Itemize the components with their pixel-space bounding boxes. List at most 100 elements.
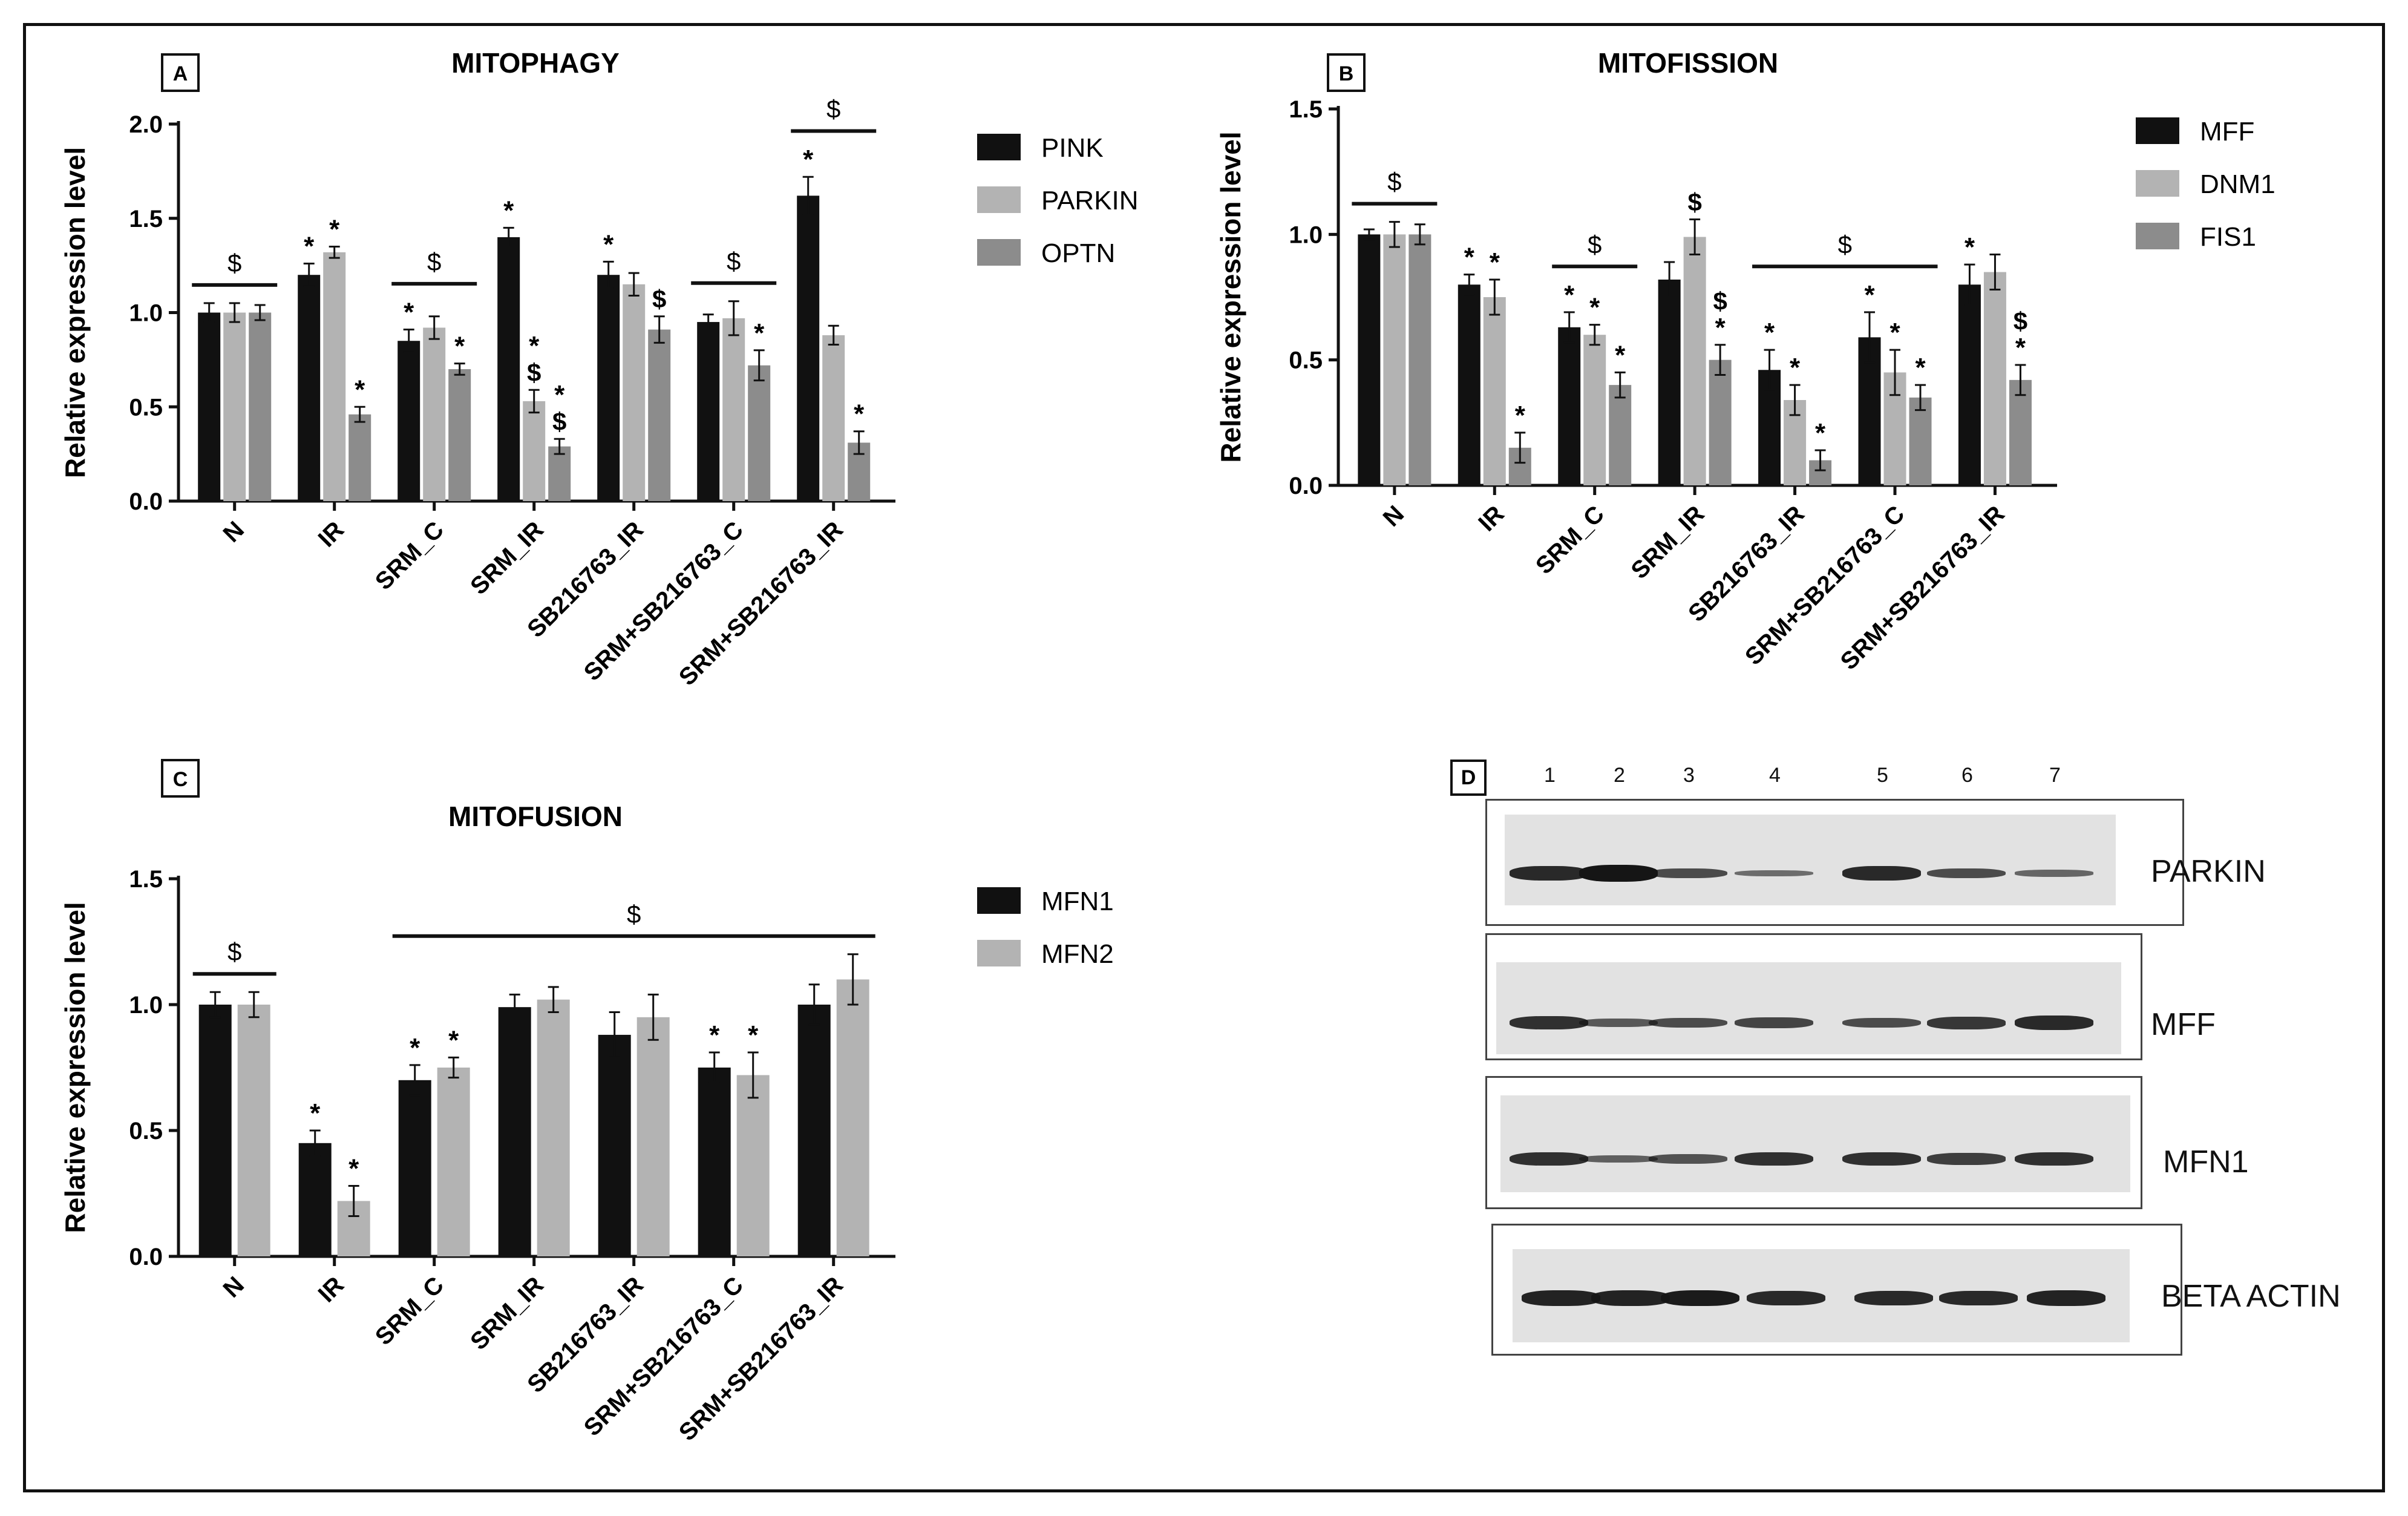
y-tick-label: 1.5 bbox=[129, 866, 163, 893]
significance-star: * bbox=[348, 1154, 359, 1184]
chart-title: MITOFISSION bbox=[1598, 47, 1778, 79]
significance-label: $ bbox=[1387, 168, 1401, 196]
x-tick-label: SRM_IR bbox=[1626, 500, 1710, 584]
y-tick-label: 0.5 bbox=[1289, 347, 1323, 374]
bar-mff-2 bbox=[1558, 327, 1581, 485]
significance-star: * bbox=[1915, 353, 1926, 382]
legend-swatch-fis1 bbox=[2136, 223, 2179, 249]
blot-band bbox=[1661, 1290, 1739, 1307]
significance-label: $ bbox=[1838, 230, 1852, 258]
bar-optn-0 bbox=[249, 312, 272, 501]
significance-star: * bbox=[1715, 313, 1726, 343]
significance-dollar: $ bbox=[2014, 307, 2027, 335]
significance-star: * bbox=[754, 318, 765, 348]
bar-fis1-6 bbox=[2009, 379, 2032, 485]
blot-band bbox=[1927, 1016, 2006, 1029]
significance-star: * bbox=[709, 1020, 720, 1050]
blot-band bbox=[1842, 1017, 1921, 1028]
significance-star: * bbox=[603, 229, 614, 259]
significance-label: $ bbox=[1588, 230, 1602, 258]
bar-dnm1-2 bbox=[1583, 335, 1606, 485]
significance-label: $ bbox=[227, 249, 241, 277]
significance-star: * bbox=[355, 375, 365, 404]
significance-star: * bbox=[410, 1033, 420, 1063]
bar-parkin-6 bbox=[822, 335, 845, 501]
significance-star: * bbox=[748, 1020, 759, 1050]
bar-pink-5 bbox=[697, 322, 720, 501]
bar-parkin-4 bbox=[623, 284, 646, 501]
blot-label: MFN1 bbox=[2163, 1144, 2249, 1180]
x-tick-label: N bbox=[218, 1272, 250, 1303]
significance-star: * bbox=[1864, 280, 1875, 310]
blot-band bbox=[1939, 1291, 2018, 1305]
blot-band bbox=[1842, 1152, 1921, 1166]
legend-label-mfn2: MFN2 bbox=[1041, 939, 1114, 969]
significance-star: * bbox=[1464, 243, 1475, 272]
blot-band bbox=[2015, 870, 2093, 877]
chart-title: MITOFUSION bbox=[448, 801, 623, 832]
significance-dollar: $ bbox=[652, 285, 666, 313]
significance-star: * bbox=[310, 1098, 321, 1128]
blot-band bbox=[1854, 1291, 1933, 1305]
blot-band bbox=[1649, 1154, 1727, 1164]
bar-pink-3 bbox=[497, 237, 520, 501]
significance-star: * bbox=[329, 214, 340, 244]
bar-mfn2-5 bbox=[736, 1075, 770, 1256]
significance-star: * bbox=[1589, 293, 1600, 323]
y-axis-label: Relative expression level bbox=[59, 902, 91, 1233]
bar-mff-0 bbox=[1358, 234, 1381, 485]
x-tick-label: SRM_IR bbox=[465, 1272, 549, 1355]
y-tick-label: 0.0 bbox=[129, 488, 163, 515]
legend-label-fis1: FIS1 bbox=[2200, 222, 2256, 252]
blot-band bbox=[1510, 866, 1588, 881]
y-tick-label: 0.0 bbox=[1289, 473, 1323, 499]
bar-optn-1 bbox=[348, 414, 371, 501]
x-tick-label: SRM+SB216763_IR bbox=[674, 516, 848, 691]
significance-star: * bbox=[854, 399, 865, 429]
blot-band bbox=[1522, 1290, 1600, 1306]
blot-band bbox=[1579, 1019, 1658, 1027]
significance-star: * bbox=[1515, 401, 1526, 430]
blot-band bbox=[1649, 1017, 1727, 1028]
significance-star: * bbox=[503, 195, 514, 225]
significance-star: * bbox=[304, 232, 315, 261]
blot-label: PARKIN bbox=[2151, 854, 2266, 889]
x-tick-label: SRM+SB216763_IR bbox=[674, 1272, 848, 1446]
blot-band bbox=[1735, 1017, 1813, 1029]
bar-pink-6 bbox=[797, 195, 820, 501]
x-tick-label: N bbox=[1378, 500, 1410, 532]
panel-label-box bbox=[1327, 53, 1366, 92]
significance-star: * bbox=[1965, 232, 1975, 262]
y-tick-label: 1.0 bbox=[129, 992, 163, 1019]
y-tick-label: 1.0 bbox=[129, 300, 163, 327]
blot-band bbox=[2027, 1290, 2105, 1306]
panel-label-box bbox=[161, 53, 200, 92]
bar-mfn1-2 bbox=[398, 1080, 431, 1256]
lane-number-2: 2 bbox=[1614, 764, 1625, 787]
bar-parkin-5 bbox=[722, 318, 745, 501]
blot-band bbox=[1735, 1152, 1813, 1166]
y-tick-label: 2.0 bbox=[129, 111, 163, 138]
significance-star: * bbox=[554, 380, 565, 410]
legend-label-optn: OPTN bbox=[1041, 238, 1115, 268]
significance-star: * bbox=[1615, 340, 1626, 370]
blot-band bbox=[2015, 1016, 2093, 1030]
bar-mfn1-3 bbox=[498, 1007, 531, 1256]
figure-frame bbox=[23, 23, 2385, 1492]
bar-mfn1-6 bbox=[797, 1005, 831, 1256]
bar-pink-1 bbox=[298, 275, 321, 501]
significance-dollar: $ bbox=[1713, 287, 1727, 315]
y-axis-label: Relative expression level bbox=[1215, 131, 1246, 462]
bar-dnm1-0 bbox=[1383, 234, 1406, 485]
bar-fis1-3 bbox=[1709, 359, 1732, 485]
legend-label-mff: MFF bbox=[2200, 117, 2254, 146]
chart-panel-a: A MITOPHAGY Relative expression level 0.0 0.… bbox=[59, 47, 1139, 691]
bar-parkin-1 bbox=[323, 252, 346, 501]
chart-panel-b: B MITOFISSION Relative expression level 0.0… bbox=[1215, 47, 2275, 675]
x-tick-label: SRM+SB216763_IR bbox=[1836, 500, 2010, 675]
blot-band bbox=[1579, 865, 1658, 882]
significance-label: $ bbox=[227, 937, 241, 966]
bar-optn-5 bbox=[748, 365, 771, 501]
chart-panel-c: C MITOFUSION Relative expression level 0.0 0… bbox=[59, 759, 1114, 1446]
significance-star: * bbox=[529, 331, 540, 361]
